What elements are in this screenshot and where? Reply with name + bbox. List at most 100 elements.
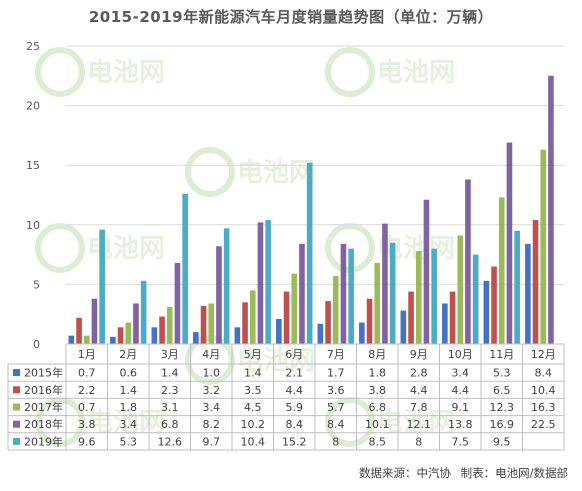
data-label: 3.8 [369, 384, 387, 397]
x-tick-label: 6月 [285, 348, 303, 361]
data-label: 0.6 [120, 367, 138, 380]
data-label: 16.3 [531, 401, 556, 414]
data-label: 4.4 [452, 384, 470, 397]
legend-swatch [13, 420, 20, 428]
bar [276, 318, 282, 344]
data-label: 16.9 [490, 418, 515, 431]
bar [374, 262, 381, 344]
bar [423, 199, 430, 344]
bar [265, 220, 271, 344]
bar [332, 276, 339, 344]
data-table: 1月 2月 3月 4月 5月 6月 7月 8月 9月 10月 11月 12月 2015年 0.7 0.6 1.… [7, 343, 565, 451]
data-label: 5.7 [327, 401, 345, 414]
data-label: 3.5 [244, 384, 262, 397]
watermark-logo-icon [35, 397, 85, 447]
bar [200, 305, 207, 344]
bar [242, 302, 248, 344]
watermark-logo-icon [325, 47, 375, 97]
data-label: 1.4 [120, 384, 138, 397]
watermark-logo-icon [35, 47, 85, 97]
data-label: 6.8 [369, 401, 387, 414]
source-label: 数据来源：中汽协 [358, 466, 451, 480]
legend-entry: 2015年 [24, 366, 63, 380]
watermark: 电池网 [35, 47, 165, 97]
data-label: 8.4 [327, 418, 345, 431]
data-label: 3.4 [452, 367, 470, 380]
data-label: 0.7 [78, 401, 96, 414]
bar [133, 303, 139, 344]
data-label: 4.4 [286, 384, 304, 397]
bar [283, 291, 290, 344]
bar [234, 327, 241, 344]
x-tick-label: 10月 [448, 348, 473, 361]
data-label: 8 [415, 435, 422, 448]
bar [532, 220, 539, 344]
data-label: 15.2 [282, 435, 307, 448]
data-label: 7.8 [410, 401, 428, 414]
legend-swatch [13, 386, 20, 394]
data-label: 2.3 [161, 384, 179, 397]
x-tick-label: 12月 [531, 348, 556, 361]
bar [457, 235, 464, 344]
watermark-text: 电池网 [237, 346, 315, 376]
axis-layer: 0 5 10 15 20 25 [26, 40, 40, 351]
x-tick-label: 11月 [489, 348, 514, 361]
data-label: 3.4 [203, 401, 221, 414]
bar [117, 327, 124, 344]
watermark-logo-icon [35, 223, 85, 273]
x-tick-label: 3月 [161, 348, 179, 361]
watermark-text: 电池网 [87, 58, 165, 88]
bar [151, 327, 158, 344]
data-label: 1.4 [161, 367, 179, 380]
bar [91, 298, 98, 344]
bar [174, 262, 181, 344]
data-label: 8.2 [203, 418, 221, 431]
bar [431, 248, 437, 344]
watermark-text: 电池网 [237, 158, 315, 188]
bar [306, 162, 313, 344]
data-label: 8.4 [535, 367, 553, 380]
watermark-logo-icon [185, 147, 235, 197]
data-label: 3.1 [161, 401, 179, 414]
x-tick-label: 9月 [410, 348, 428, 361]
legend-entry: 2016年 [24, 383, 63, 397]
data-label: 8 [332, 435, 339, 448]
watermark: 电池网 [325, 397, 455, 447]
y-tick-label: 25 [26, 40, 40, 53]
legend-entry: 2018年 [24, 417, 63, 431]
x-tick-label: 4月 [202, 348, 220, 361]
watermark: 电池网 [185, 147, 315, 197]
data-label: 22.5 [531, 418, 556, 431]
bar [325, 301, 331, 344]
legend-swatch [13, 437, 20, 445]
bar [400, 310, 407, 344]
bar [498, 197, 505, 344]
legend-swatch [13, 403, 20, 411]
bar [389, 242, 396, 344]
bar [249, 290, 256, 344]
bar [340, 243, 347, 344]
bar [216, 246, 222, 344]
data-label: 13.8 [448, 418, 473, 431]
bar [125, 322, 132, 344]
x-tick-label: 2月 [119, 348, 137, 361]
data-label: 7.5 [452, 435, 470, 448]
data-label: 10.4 [241, 435, 266, 448]
data-label: 12.6 [158, 435, 183, 448]
bar [317, 323, 324, 344]
data-label: 3.8 [78, 418, 96, 431]
bar [76, 317, 82, 344]
data-label: 1.7 [327, 367, 345, 380]
data-label: 10.1 [365, 418, 390, 431]
x-tick-label: 7月 [327, 348, 345, 361]
x-tick-label: 8月 [368, 348, 386, 361]
data-label: 0.7 [78, 367, 96, 380]
bar [548, 75, 554, 345]
data-label: 9.7 [203, 435, 221, 448]
source-credit: 制表：电池网/数据部 [460, 466, 568, 480]
x-tick-label: 1月 [78, 348, 96, 361]
data-label: 8.5 [369, 435, 387, 448]
legend-swatch [13, 369, 20, 377]
y-tick-label: 10 [26, 219, 40, 232]
